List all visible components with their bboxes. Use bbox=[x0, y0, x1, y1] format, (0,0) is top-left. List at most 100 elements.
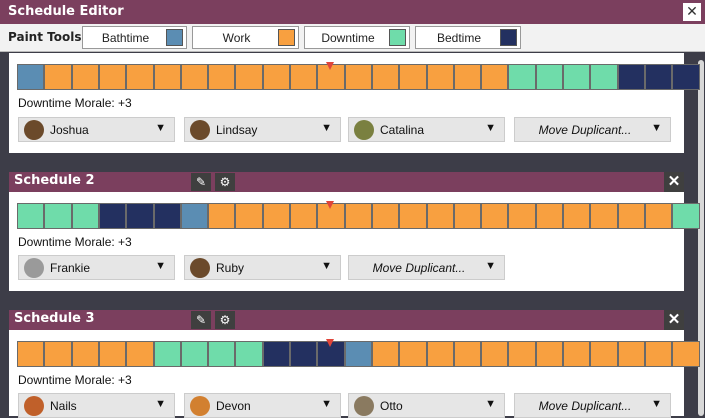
schedule-block-work[interactable] bbox=[181, 64, 208, 90]
schedule-block-downtime[interactable] bbox=[235, 341, 263, 367]
schedule-block-downtime[interactable] bbox=[44, 203, 72, 229]
schedule-block-bathtime[interactable] bbox=[17, 64, 44, 90]
schedule-block-work[interactable] bbox=[618, 203, 645, 229]
schedule-block-bedtime[interactable] bbox=[290, 341, 317, 367]
schedule-block-downtime[interactable] bbox=[17, 203, 44, 229]
schedule-block-bedtime[interactable] bbox=[154, 203, 181, 229]
schedule-block-work[interactable] bbox=[345, 64, 372, 90]
schedule-block-work[interactable] bbox=[481, 64, 508, 90]
schedule-block-work[interactable] bbox=[235, 203, 263, 229]
schedule-block-work[interactable] bbox=[99, 64, 126, 90]
schedule-block-work[interactable] bbox=[372, 64, 399, 90]
close-icon[interactable]: ✕ bbox=[664, 310, 684, 330]
schedule-block-work[interactable] bbox=[563, 341, 590, 367]
schedule-block-work[interactable] bbox=[72, 64, 99, 90]
schedule-block-work[interactable] bbox=[399, 203, 427, 229]
duplicant-dropdown[interactable]: Joshua ▼ bbox=[18, 117, 175, 142]
paint-tools-label: Paint Tools: bbox=[8, 30, 87, 44]
schedule-block-work[interactable] bbox=[99, 341, 126, 367]
schedule-block-downtime[interactable] bbox=[181, 341, 208, 367]
duplicant-dropdown[interactable]: Otto ▼ bbox=[348, 393, 505, 418]
duplicant-dropdown[interactable]: Ruby ▼ bbox=[184, 255, 341, 280]
schedule-block-work[interactable] bbox=[208, 64, 235, 90]
duplicant-dropdown[interactable]: Lindsay ▼ bbox=[184, 117, 341, 142]
schedule-block-work[interactable] bbox=[563, 203, 590, 229]
schedule-block-work[interactable] bbox=[672, 341, 700, 367]
schedule-block-downtime[interactable] bbox=[72, 203, 99, 229]
schedule-block-bedtime[interactable] bbox=[672, 64, 700, 90]
schedule-block-work[interactable] bbox=[427, 203, 454, 229]
schedule-block-work[interactable] bbox=[536, 203, 563, 229]
pencil-icon[interactable]: ✎ bbox=[191, 311, 211, 329]
schedule-block-work[interactable] bbox=[345, 203, 372, 229]
paint-tool-downtime[interactable]: Downtime bbox=[304, 26, 410, 49]
schedule-block-work[interactable] bbox=[126, 341, 154, 367]
gear-icon[interactable]: ⚙ bbox=[215, 311, 235, 329]
schedule-block-work[interactable] bbox=[508, 341, 536, 367]
schedule-block-work[interactable] bbox=[263, 64, 290, 90]
schedule-block-work[interactable] bbox=[44, 341, 72, 367]
schedule-block-work[interactable] bbox=[427, 64, 454, 90]
move-duplicant-dropdown[interactable]: Move Duplicant... ▼ bbox=[514, 393, 671, 418]
schedule-block-work[interactable] bbox=[44, 64, 72, 90]
schedule-block-work[interactable] bbox=[290, 64, 317, 90]
pencil-icon[interactable]: ✎ bbox=[191, 173, 211, 191]
schedule-block-downtime[interactable] bbox=[672, 203, 700, 229]
schedule-block-work[interactable] bbox=[481, 341, 508, 367]
chevron-down-icon: ▼ bbox=[155, 260, 166, 272]
schedule-block-work[interactable] bbox=[235, 64, 263, 90]
schedule-block-work[interactable] bbox=[454, 341, 481, 367]
schedule-block-work[interactable] bbox=[372, 341, 399, 367]
schedule-block-work[interactable] bbox=[645, 203, 672, 229]
schedule-block-work[interactable] bbox=[372, 203, 399, 229]
schedule-block-downtime[interactable] bbox=[154, 341, 181, 367]
schedule-block-work[interactable] bbox=[481, 203, 508, 229]
schedule-block-work[interactable] bbox=[427, 341, 454, 367]
close-icon[interactable]: ✕ bbox=[683, 3, 701, 21]
close-icon[interactable]: ✕ bbox=[664, 172, 684, 192]
schedule-block-bedtime[interactable] bbox=[263, 341, 290, 367]
schedule-block-work[interactable] bbox=[399, 341, 427, 367]
schedule-block-downtime[interactable] bbox=[508, 64, 536, 90]
scrollbar-thumb[interactable] bbox=[698, 60, 704, 416]
duplicant-dropdown[interactable]: Frankie ▼ bbox=[18, 255, 175, 280]
schedule-block-work[interactable] bbox=[590, 341, 618, 367]
schedule-block-work[interactable] bbox=[454, 64, 481, 90]
schedule-block-work[interactable] bbox=[399, 64, 427, 90]
duplicant-dropdown[interactable]: Devon ▼ bbox=[184, 393, 341, 418]
schedule-block-work[interactable] bbox=[154, 64, 181, 90]
schedule-block-downtime[interactable] bbox=[590, 64, 618, 90]
paint-tool-bathtime[interactable]: Bathtime bbox=[82, 26, 187, 49]
schedule-block-downtime[interactable] bbox=[536, 64, 563, 90]
schedule-block-bedtime[interactable] bbox=[618, 64, 645, 90]
schedule-block-downtime[interactable] bbox=[563, 64, 590, 90]
tool-label: Downtime bbox=[321, 31, 375, 45]
schedule-block-work[interactable] bbox=[508, 203, 536, 229]
schedule-block-work[interactable] bbox=[618, 341, 645, 367]
move-duplicant-dropdown[interactable]: Move Duplicant... ▼ bbox=[348, 255, 505, 280]
schedule-block-work[interactable] bbox=[263, 203, 290, 229]
schedule-block-work[interactable] bbox=[208, 203, 235, 229]
schedule-block-bedtime[interactable] bbox=[99, 203, 126, 229]
paint-tool-work[interactable]: Work bbox=[192, 26, 299, 49]
chevron-down-icon: ▼ bbox=[651, 398, 662, 410]
gear-icon[interactable]: ⚙ bbox=[215, 173, 235, 191]
paint-tool-bedtime[interactable]: Bedtime bbox=[415, 26, 521, 49]
schedule-block-work[interactable] bbox=[454, 203, 481, 229]
schedule-block-work[interactable] bbox=[126, 64, 154, 90]
schedule-block-work[interactable] bbox=[536, 341, 563, 367]
schedule-block-bedtime[interactable] bbox=[645, 64, 672, 90]
schedule-block-work[interactable] bbox=[72, 341, 99, 367]
schedule-block-bathtime[interactable] bbox=[181, 203, 208, 229]
duplicant-dropdown[interactable]: Nails ▼ bbox=[18, 393, 175, 418]
schedule-block-bathtime[interactable] bbox=[345, 341, 372, 367]
tool-label: Bedtime bbox=[436, 31, 482, 45]
duplicant-dropdown[interactable]: Catalina ▼ bbox=[348, 117, 505, 142]
schedule-block-work[interactable] bbox=[645, 341, 672, 367]
schedule-block-work[interactable] bbox=[290, 203, 317, 229]
schedule-block-bedtime[interactable] bbox=[126, 203, 154, 229]
schedule-block-work[interactable] bbox=[590, 203, 618, 229]
move-duplicant-dropdown[interactable]: Move Duplicant... ▼ bbox=[514, 117, 671, 142]
schedule-block-downtime[interactable] bbox=[208, 341, 235, 367]
schedule-block-work[interactable] bbox=[17, 341, 44, 367]
